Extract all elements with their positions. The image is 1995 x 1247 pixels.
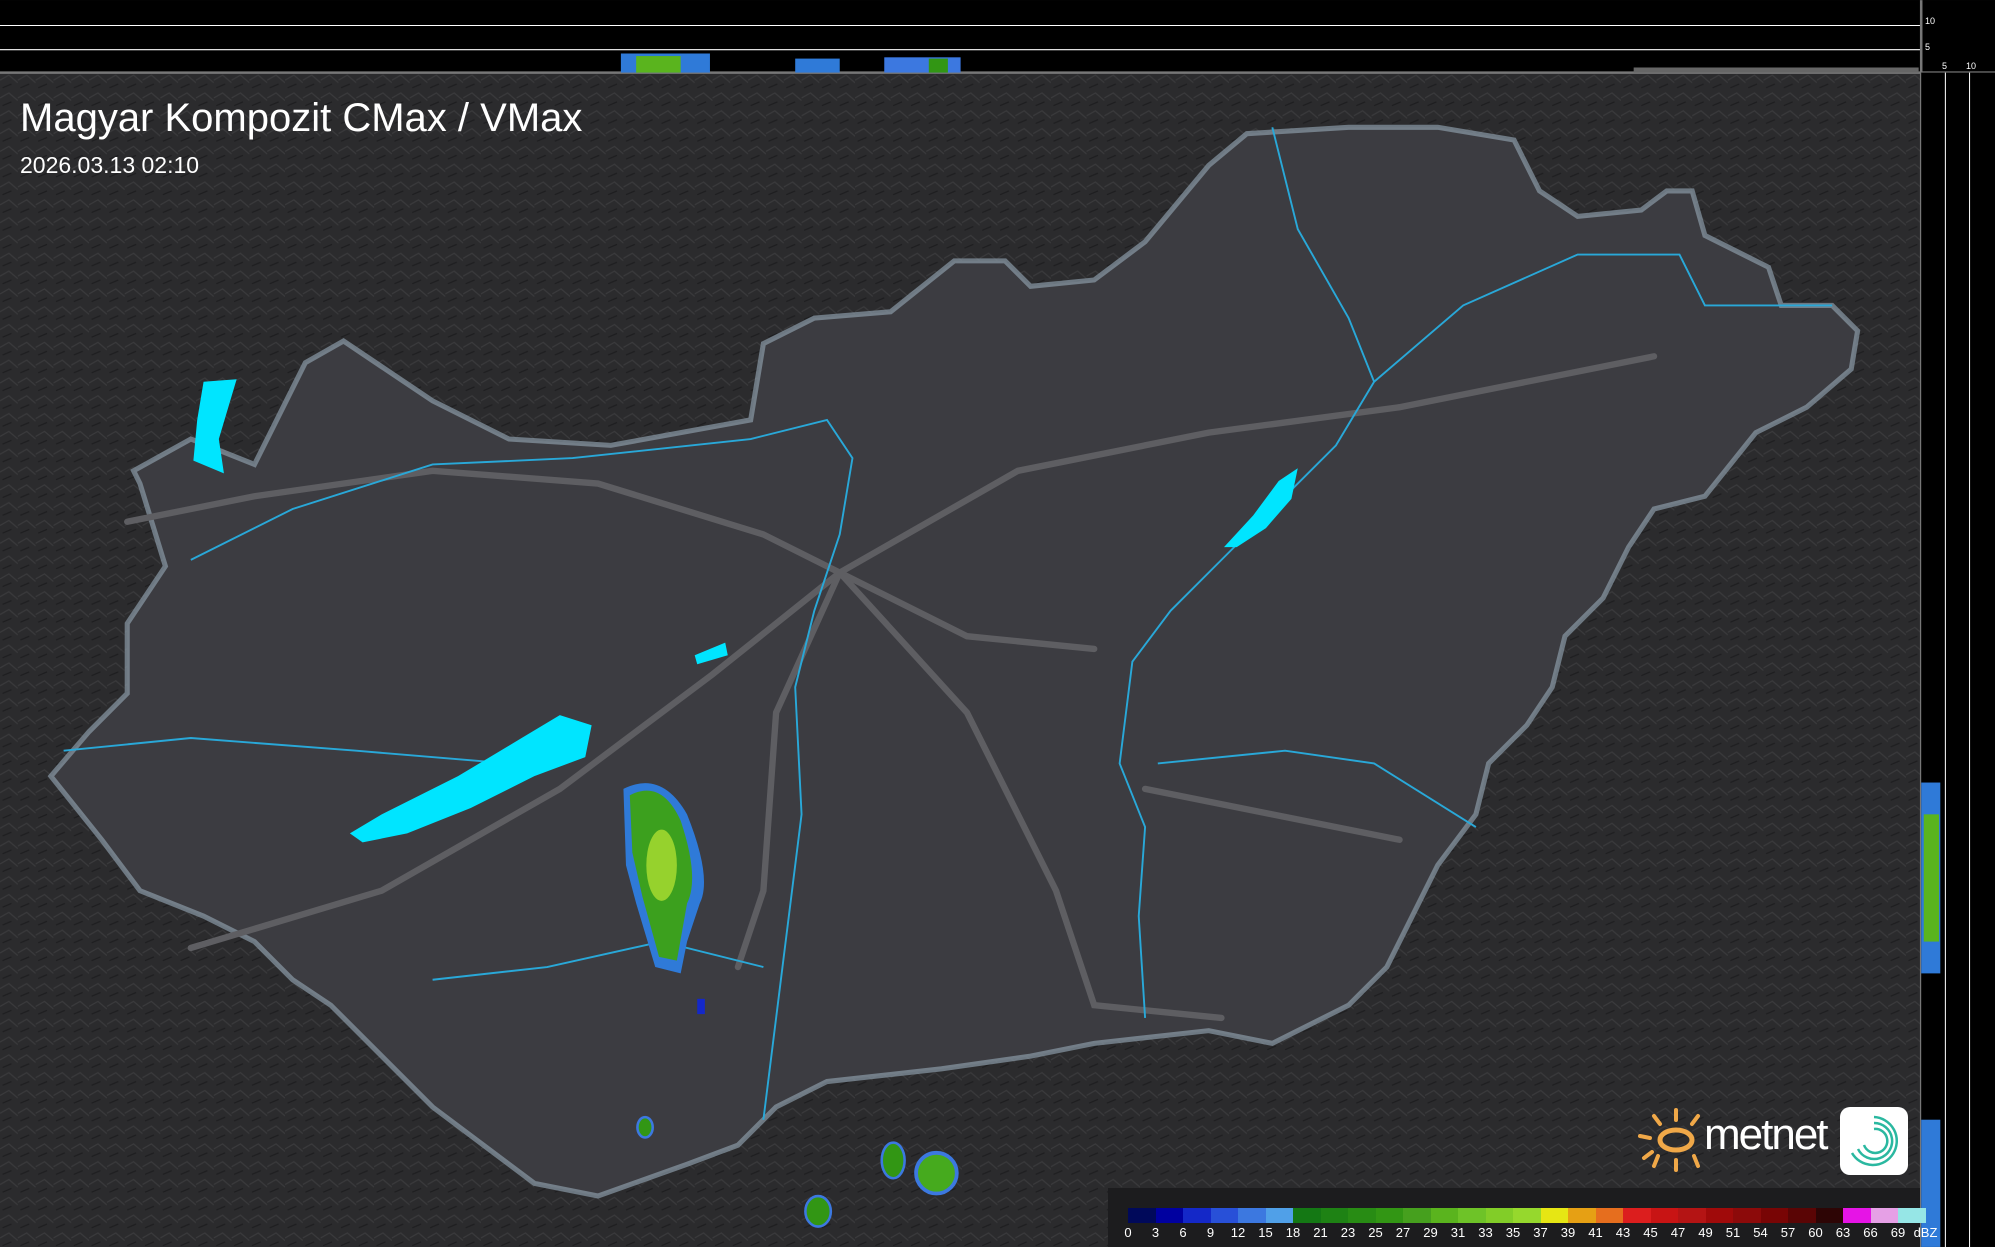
legend-swatch	[1815, 1208, 1844, 1223]
legend-label: 54	[1753, 1225, 1768, 1240]
legend-label: 18	[1285, 1225, 1301, 1240]
legend-swatch	[1265, 1208, 1294, 1223]
spiral-icon	[1850, 1115, 1899, 1167]
lake-balaton	[349, 715, 592, 843]
legend-swatch	[1375, 1208, 1404, 1223]
profile-tick: 5	[1942, 61, 1948, 71]
legend-label: 69	[1890, 1225, 1906, 1240]
roads	[124, 353, 1658, 1022]
legend-swatch	[1293, 1208, 1321, 1223]
side-profile-panel	[1921, 72, 1995, 1247]
metnet-logo: metnet	[1636, 1104, 1829, 1174]
legend-swatch	[1760, 1208, 1789, 1223]
legend-label: 33	[1478, 1225, 1493, 1240]
hungary-country	[47, 124, 1861, 1199]
lake-ferto	[193, 379, 237, 474]
legend-label: 12	[1230, 1225, 1246, 1240]
legend-label: 25	[1368, 1225, 1383, 1240]
legend-label: 49	[1698, 1225, 1713, 1240]
legend-swatch	[1485, 1208, 1514, 1223]
legend-swatch	[1870, 1208, 1899, 1223]
legend-swatch	[1238, 1208, 1266, 1223]
legend-label: 57	[1780, 1225, 1796, 1240]
legend-label: 29	[1423, 1225, 1438, 1240]
top-profile-panel	[0, 0, 1995, 73]
legend-swatch	[1128, 1208, 1156, 1223]
legend-label: 3	[1151, 1225, 1160, 1240]
radar-echo	[646, 829, 677, 901]
legend-swatch	[1733, 1208, 1761, 1223]
radar-echo	[697, 998, 705, 1015]
legend-swatch	[1320, 1208, 1349, 1223]
map-title: Magyar Kompozit CMax / VMax	[20, 96, 583, 140]
legend-swatch	[1788, 1208, 1816, 1223]
legend-label: 35	[1505, 1225, 1521, 1240]
legend-label: 60	[1808, 1225, 1823, 1240]
lakes	[193, 379, 1298, 843]
legend-swatch	[1540, 1208, 1569, 1223]
dbz-color-legend: 0 3 6 9 12 15 18 21 23 25 27 29 31 33 35 37 39 41 43 45 47 49…	[1108, 1188, 1937, 1247]
radar-echoes	[623, 783, 959, 1228]
profile-tick: 5	[1925, 42, 1931, 52]
radar-echo	[914, 1150, 959, 1196]
legend-swatch	[1705, 1208, 1734, 1223]
legend-unit: dBZ	[1913, 1225, 1938, 1240]
legend-label: 41	[1588, 1225, 1603, 1240]
legend-swatch	[1430, 1208, 1459, 1223]
app-icon	[1840, 1107, 1908, 1175]
legend-label: 45	[1643, 1225, 1658, 1240]
legend-swatch	[1403, 1208, 1431, 1223]
legend-swatch	[1843, 1208, 1871, 1223]
legend-label: 43	[1615, 1225, 1631, 1240]
legend-label: 66	[1863, 1225, 1878, 1240]
legend-label: 27	[1395, 1225, 1411, 1240]
lake-tisza	[1223, 468, 1298, 548]
legend-swatch	[1458, 1208, 1486, 1223]
legend-swatch	[1898, 1208, 1926, 1223]
profile-tick: 10	[1966, 61, 1977, 71]
sun-icon	[1638, 1108, 1700, 1172]
profile-tick: 10	[1925, 16, 1936, 26]
legend-label: 31	[1450, 1225, 1466, 1240]
legend-swatch	[1210, 1208, 1239, 1223]
lake-velence	[694, 642, 728, 665]
radar-echo	[804, 1194, 833, 1228]
legend-label: 51	[1725, 1225, 1741, 1240]
legend-label: 63	[1835, 1225, 1851, 1240]
legend-label: 9	[1206, 1225, 1215, 1240]
legend-swatch	[1513, 1208, 1541, 1223]
legend-label: 15	[1258, 1225, 1273, 1240]
legend-label: 0	[1124, 1225, 1132, 1240]
legend-swatch	[1568, 1208, 1596, 1223]
legend-swatch	[1595, 1208, 1624, 1223]
map-timestamp: 2026.03.13 02:10	[20, 152, 200, 178]
legend-label: 6	[1179, 1225, 1187, 1240]
legend-label: 23	[1340, 1225, 1356, 1240]
legend-label: 39	[1560, 1225, 1576, 1240]
legend-swatch	[1650, 1208, 1679, 1223]
legend-swatch	[1623, 1208, 1651, 1223]
profile-echoes	[620, 53, 1941, 1247]
legend-label: 47	[1670, 1225, 1686, 1240]
legend-swatch	[1183, 1208, 1211, 1223]
radar-echo	[880, 1141, 906, 1180]
legend-label: 21	[1313, 1225, 1328, 1240]
legend-swatch	[1678, 1208, 1706, 1223]
brand-name: metnet	[1704, 1110, 1829, 1159]
radar-echo	[636, 1115, 654, 1139]
legend-label: 37	[1533, 1225, 1548, 1240]
legend-swatch	[1155, 1208, 1184, 1223]
legend-swatch	[1348, 1208, 1376, 1223]
